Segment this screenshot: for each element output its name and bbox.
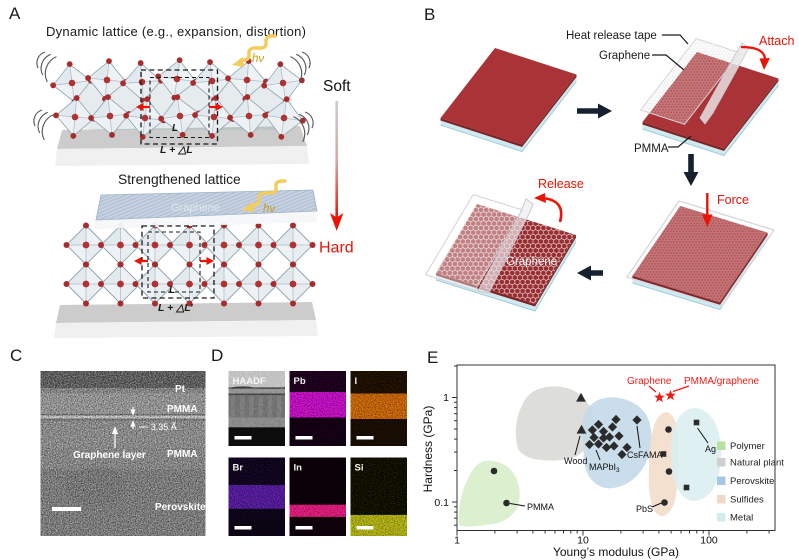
svg-text:Graphene: Graphene	[627, 376, 672, 387]
svg-text:hν: hν	[252, 53, 264, 65]
svg-text:Force: Force	[717, 193, 749, 207]
svg-text:Polymer: Polymer	[730, 441, 765, 452]
svg-text:Perovskite: Perovskite	[155, 502, 206, 513]
svg-text:C: C	[10, 346, 22, 365]
svg-text:Hard: Hard	[319, 240, 354, 257]
svg-text:10: 10	[577, 535, 589, 547]
svg-text:I: I	[355, 376, 358, 387]
svg-text:Strengthened lattice: Strengthened lattice	[118, 172, 241, 187]
svg-text:Attach: Attach	[759, 34, 794, 48]
svg-text:PMMA: PMMA	[167, 404, 198, 415]
svg-text:Ag: Ag	[705, 444, 716, 454]
svg-text:L: L	[169, 285, 175, 296]
svg-text:Wood: Wood	[564, 456, 587, 466]
svg-text:Hardness (GPa): Hardness (GPa)	[421, 406, 435, 493]
svg-text:PMMA: PMMA	[634, 143, 669, 155]
svg-text:1: 1	[454, 535, 460, 547]
svg-text:1: 1	[443, 392, 449, 404]
svg-text:PMMA: PMMA	[177, 217, 209, 229]
svg-text:~ 3.35 Å: ~ 3.35 Å	[143, 422, 177, 432]
svg-text:Soft: Soft	[323, 78, 351, 95]
svg-text:Natural plant: Natural plant	[730, 458, 784, 469]
svg-text:Br: Br	[233, 463, 244, 474]
svg-text:In: In	[294, 463, 303, 474]
svg-text:PMMA/graphene: PMMA/graphene	[684, 376, 759, 387]
svg-text:Heat release tape: Heat release tape	[566, 30, 657, 42]
svg-text:Sulfides: Sulfides	[730, 495, 764, 506]
svg-text:Graphene: Graphene	[171, 202, 220, 214]
svg-text:Si: Si	[355, 463, 364, 474]
svg-text:Dynamic lattice (e.g., expansi: Dynamic lattice (e.g., expansion, distor…	[46, 24, 306, 39]
svg-text:B: B	[424, 5, 435, 24]
svg-text:Pb: Pb	[294, 376, 306, 387]
svg-text:hν: hν	[263, 203, 275, 215]
svg-text:Young’s modulus (GPa): Young’s modulus (GPa)	[553, 545, 679, 559]
svg-text:L: L	[172, 123, 178, 134]
svg-text:PMMA: PMMA	[167, 449, 198, 460]
svg-text:Perovskite: Perovskite	[730, 476, 774, 487]
svg-text:PbS: PbS	[636, 504, 653, 514]
svg-text:CsFAMA: CsFAMA	[627, 450, 663, 460]
svg-text:E: E	[427, 348, 438, 367]
svg-text:Metal: Metal	[730, 513, 753, 524]
svg-text:D: D	[211, 346, 223, 365]
svg-text:HAADF: HAADF	[233, 376, 266, 387]
svg-text:Graphene: Graphene	[599, 50, 650, 62]
svg-text:Pt: Pt	[175, 384, 186, 395]
svg-text:L + △L’: L + △L’	[158, 302, 194, 314]
svg-text:A: A	[9, 4, 21, 23]
svg-text:PMMA: PMMA	[527, 502, 554, 512]
svg-text:MAPbI3: MAPbI3	[589, 462, 620, 474]
svg-text:100: 100	[700, 535, 718, 547]
svg-text:L + △L: L + △L	[160, 144, 193, 156]
svg-text:0.1: 0.1	[434, 497, 449, 509]
svg-text:Graphene layer: Graphene layer	[73, 450, 146, 461]
svg-text:Release: Release	[538, 177, 584, 191]
svg-text:Graphene: Graphene	[506, 256, 557, 268]
